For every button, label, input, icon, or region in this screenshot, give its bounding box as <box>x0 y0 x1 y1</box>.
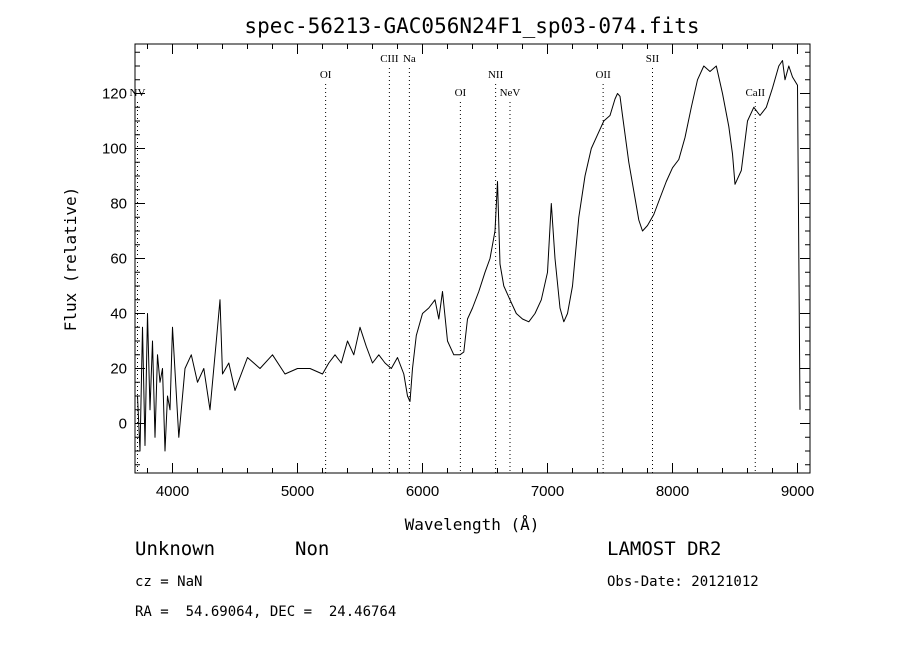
y-tick-label: 20 <box>110 361 127 378</box>
emission-line-label: Na <box>403 53 416 65</box>
emission-line-label: CIII <box>380 53 399 65</box>
x-axis-label: Wavelength (Å) <box>405 515 540 534</box>
y-axis-label: Flux (relative) <box>61 187 80 332</box>
x-tick-label: 9000 <box>781 483 814 500</box>
emission-line-label: OII <box>595 69 611 81</box>
y-axis: 0 20 40 60 80 100 120 <box>102 51 810 466</box>
emission-line-label: SII <box>646 53 660 65</box>
y-tick-label: 100 <box>102 141 127 158</box>
obs-date-text: Obs-Date: 20121012 <box>607 574 759 590</box>
x-tick-label: 6000 <box>406 483 439 500</box>
emission-line-label: OI <box>320 69 332 81</box>
classification-label: Unknown <box>135 538 216 560</box>
coordinates-text: RA = 54.69064, DEC = 24.46764 <box>135 604 397 620</box>
emission-line-label: NeV <box>500 87 521 99</box>
emission-line-label: NII <box>488 69 504 81</box>
plot-border <box>134 43 811 474</box>
y-tick-label: 120 <box>102 86 127 103</box>
x-tick-label: 7000 <box>531 483 564 500</box>
x-tick-label: 5000 <box>281 483 314 500</box>
x-tick-label: 8000 <box>656 483 689 500</box>
plot-frame <box>134 43 811 474</box>
spectrum-line <box>137 60 801 452</box>
redshift-text: cz = NaN <box>135 574 203 590</box>
x-axis: 4000 5000 6000 7000 8000 9000 <box>147 44 814 500</box>
y-tick-label: 80 <box>110 196 127 213</box>
x-tick-label: 4000 <box>156 483 189 500</box>
subclass-label: Non <box>295 538 330 560</box>
chart-title: spec-56213-GAC056N24F1_sp03-074.fits <box>244 14 699 38</box>
emission-line-label: CaII <box>745 87 765 99</box>
survey-label: LAMOST DR2 <box>607 538 722 560</box>
emission-line-label: OI <box>455 87 467 99</box>
y-tick-label: 0 <box>119 416 127 433</box>
y-tick-label: 40 <box>110 306 127 323</box>
y-tick-label: 60 <box>110 251 127 268</box>
spectrum-series <box>137 60 801 452</box>
